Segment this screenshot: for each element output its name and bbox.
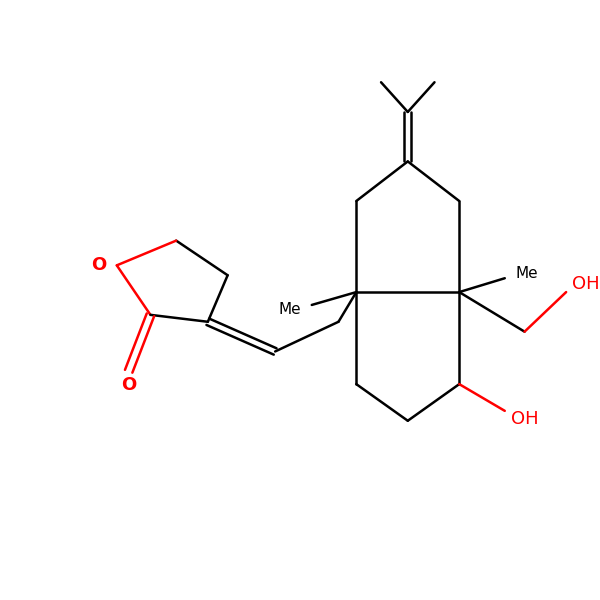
Text: O: O <box>121 376 136 394</box>
Text: O: O <box>91 256 107 274</box>
Text: Me: Me <box>515 266 538 281</box>
Text: OH: OH <box>511 410 538 428</box>
Text: Me: Me <box>278 302 301 317</box>
Text: OH: OH <box>572 275 600 293</box>
